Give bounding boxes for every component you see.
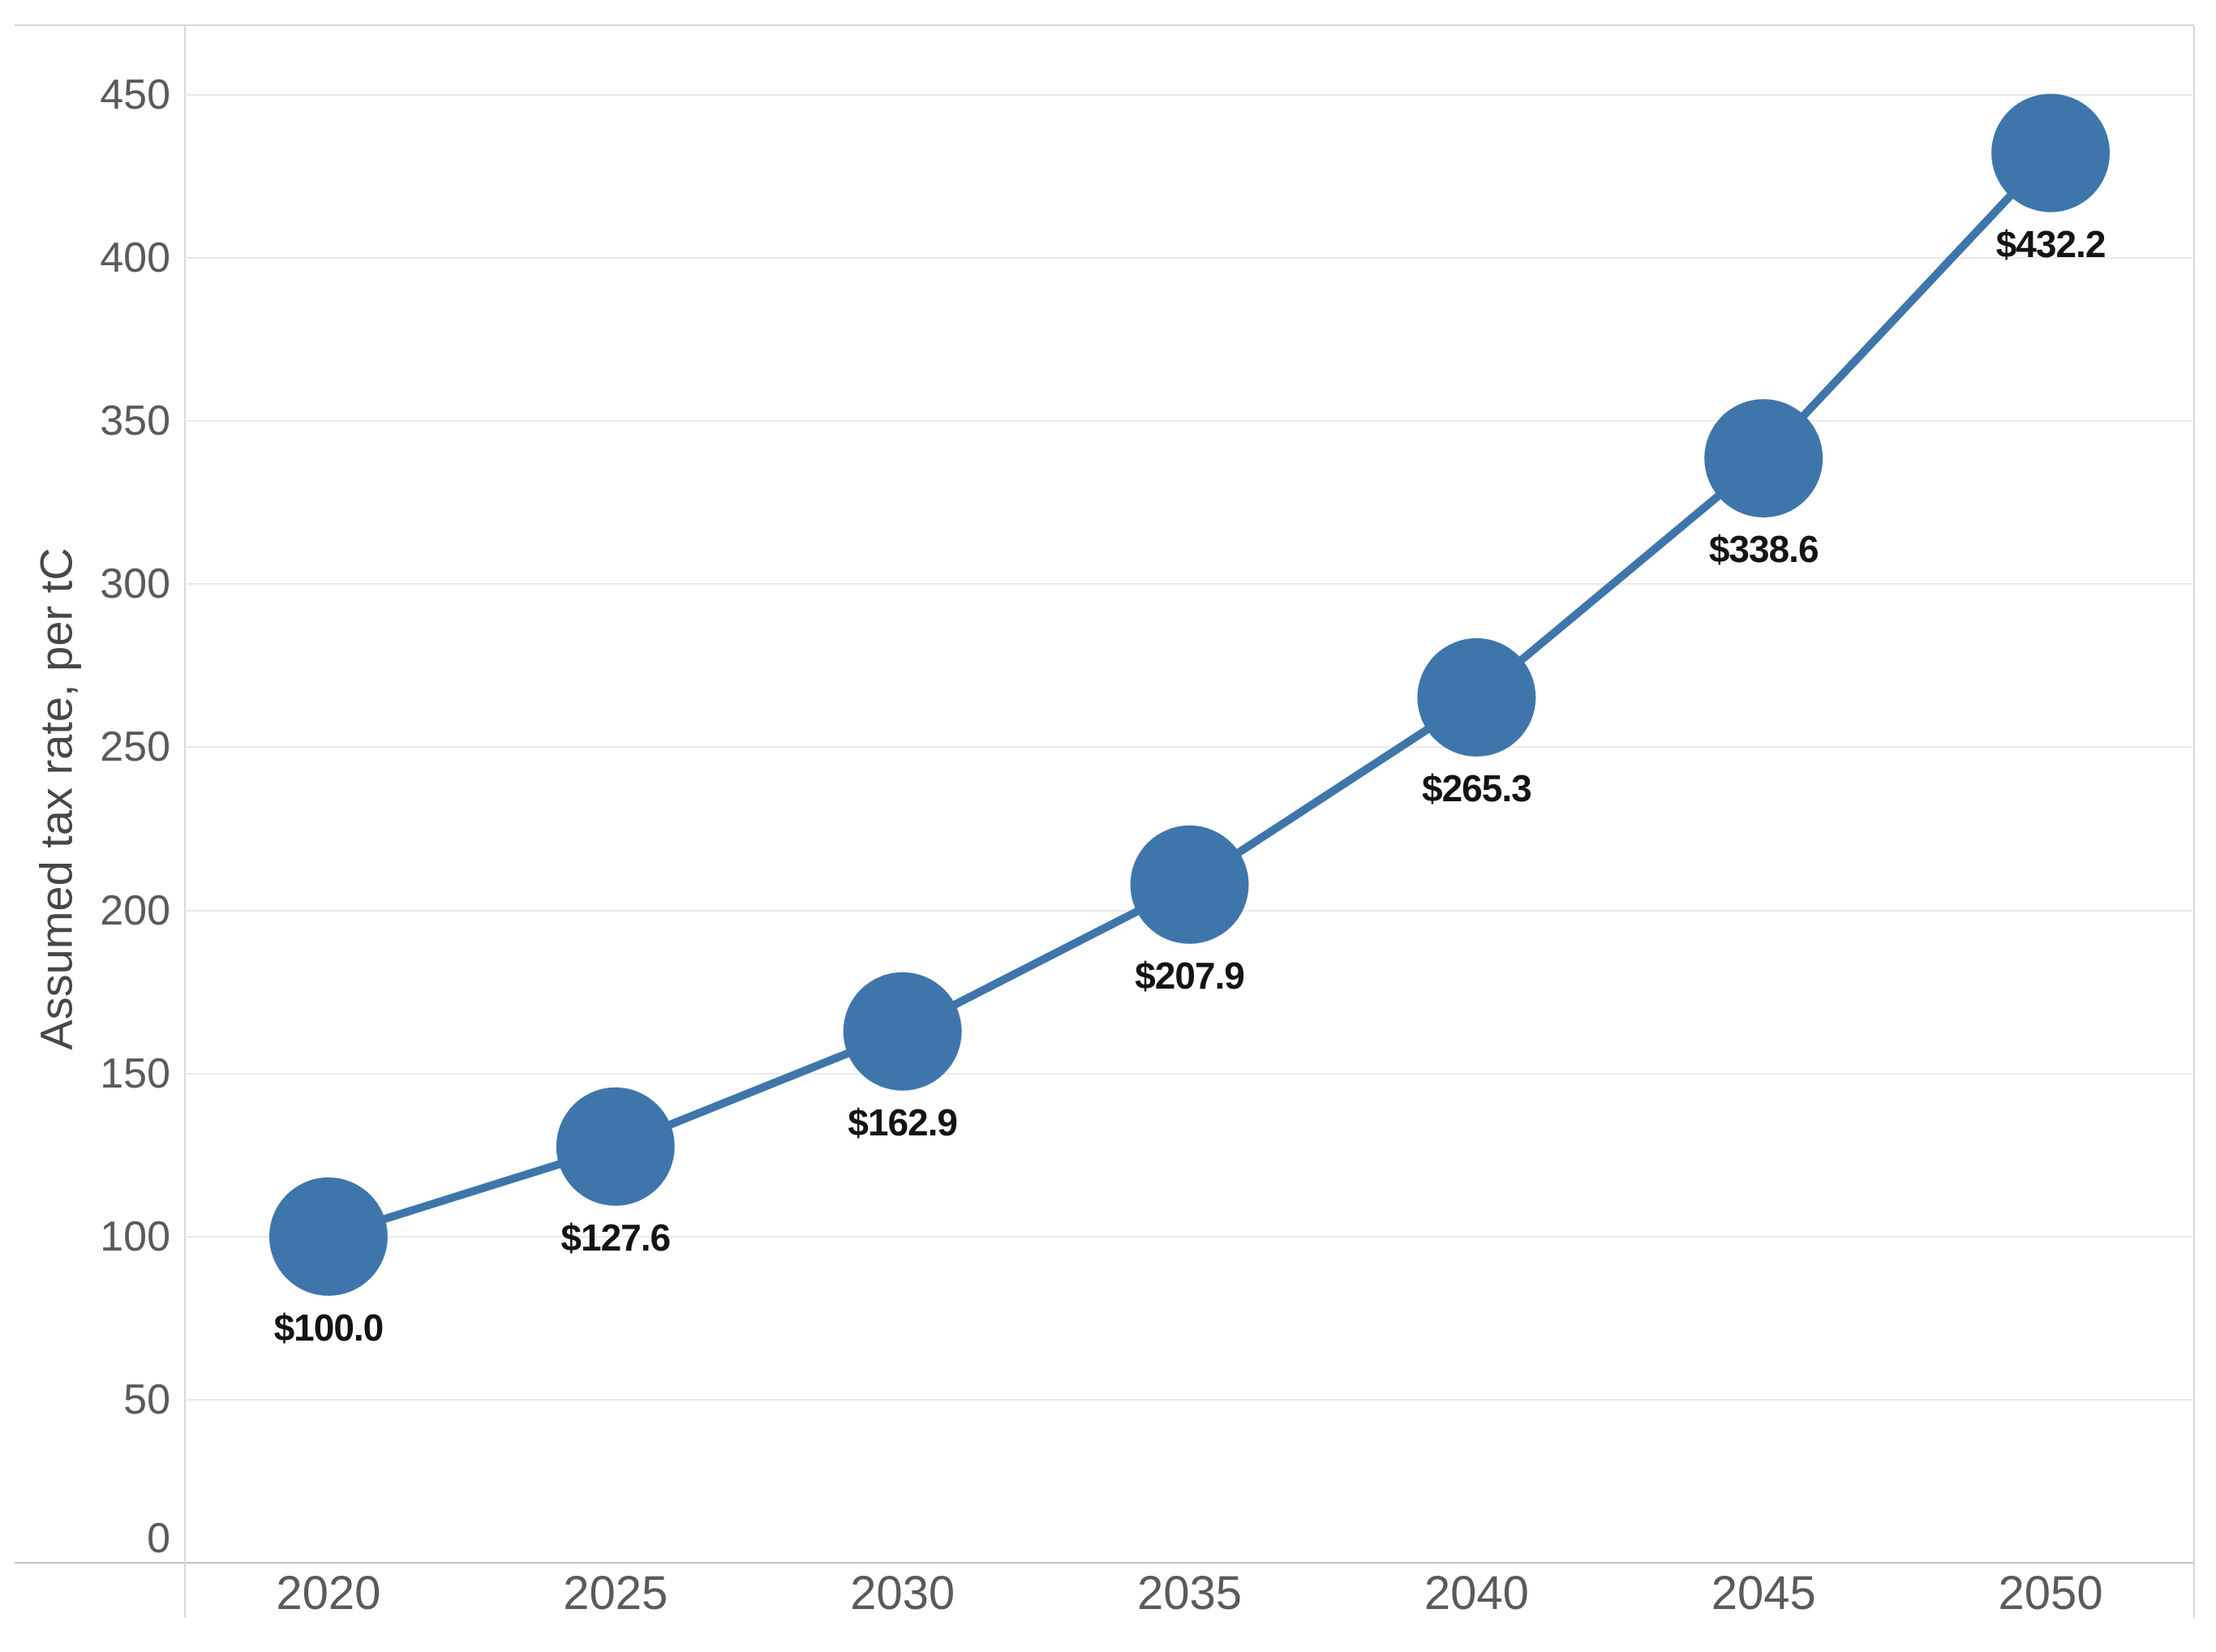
series-line (327, 150, 2054, 1241)
plot-right-border (2193, 25, 2195, 1618)
data-label-2025: $127.6 (560, 1216, 671, 1259)
y-tick-label-0: 0 (147, 1515, 170, 1562)
data-point-2025 (556, 1087, 675, 1206)
x-tick-label-2045: 2045 (1711, 1567, 1816, 1620)
plot-top-border (15, 24, 2194, 26)
data-label-2035: $207.9 (1135, 954, 1245, 997)
data-label-2040: $265.3 (1421, 766, 1532, 809)
data-label-2050: $432.2 (1995, 222, 2106, 265)
x-tick-label-2035: 2035 (1136, 1567, 1243, 1620)
x-tick-label-2030: 2030 (850, 1567, 956, 1620)
x-tick-label-2040: 2040 (1424, 1567, 1529, 1620)
data-label-2020: $100.0 (273, 1306, 384, 1349)
y-tick-label-100: 100 (100, 1212, 170, 1260)
y-tick-label-150: 150 (100, 1049, 170, 1097)
y-tick-label-200: 200 (100, 886, 170, 934)
data-point-2030 (843, 972, 962, 1091)
y-tick-label-300: 300 (100, 560, 170, 608)
data-label-2045: $338.6 (1708, 528, 1819, 571)
gridline-400 (185, 257, 2194, 260)
y-axis-line (184, 25, 186, 1618)
y-tick-label-450: 450 (100, 71, 170, 118)
y-tick-label-400: 400 (100, 234, 170, 282)
x-axis-line (15, 1562, 2194, 1564)
gridline-250 (185, 746, 2194, 749)
gridline-450 (185, 94, 2194, 96)
y-tick-label-250: 250 (100, 723, 170, 771)
gridline-100 (185, 1235, 2194, 1238)
gridline-350 (185, 420, 2194, 423)
data-point-2035 (1130, 825, 1249, 944)
y-tick-label-50: 50 (123, 1375, 170, 1423)
y-tick-label-350: 350 (100, 397, 170, 445)
x-tick-label-2050: 2050 (1998, 1567, 2103, 1620)
data-point-2050 (1991, 93, 2111, 212)
gridline-150 (185, 1072, 2194, 1075)
x-tick-label-2025: 2025 (563, 1567, 668, 1620)
gridline-300 (185, 583, 2194, 586)
data-point-2020 (268, 1177, 388, 1296)
x-tick-label-2020: 2020 (276, 1567, 381, 1620)
gridline-50 (185, 1398, 2194, 1401)
data-point-2045 (1704, 399, 1823, 518)
data-point-2040 (1417, 637, 1536, 757)
data-label-2030: $162.9 (848, 1101, 958, 1144)
